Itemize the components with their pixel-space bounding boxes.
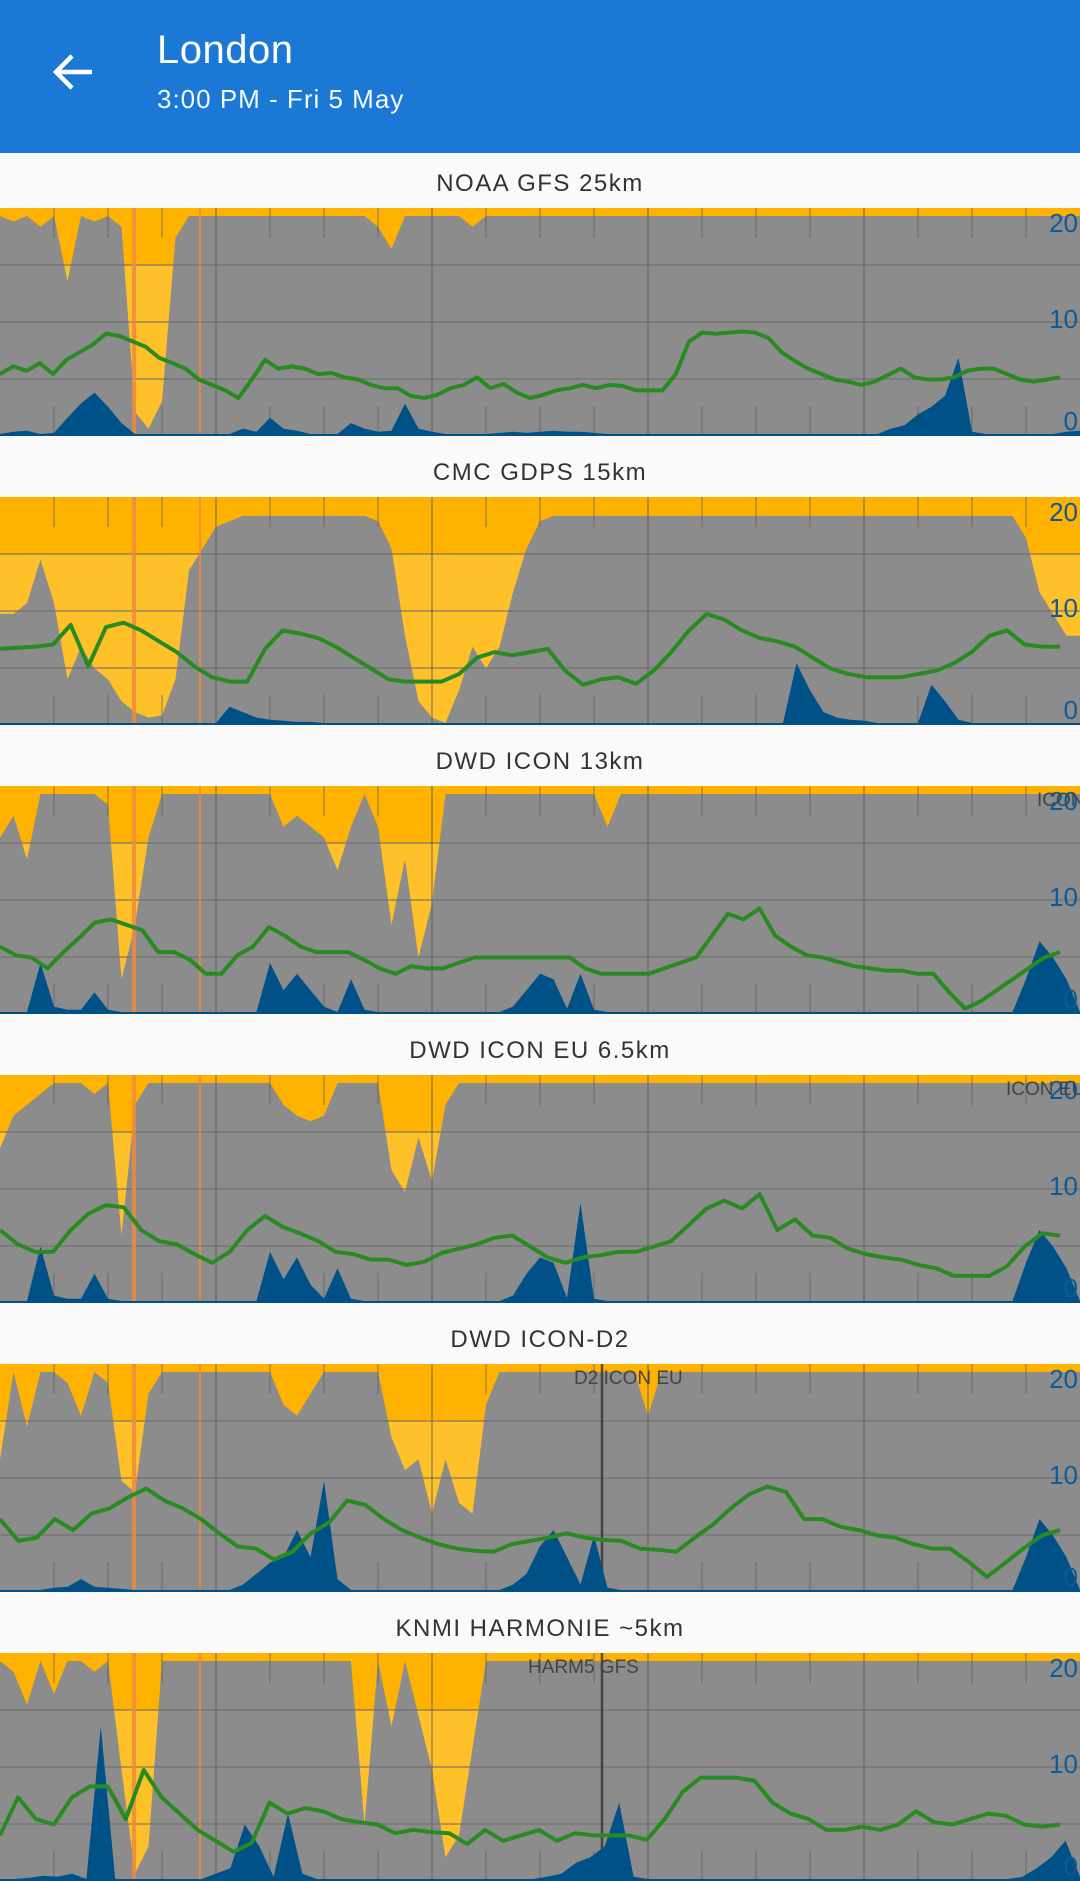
chart-canvas xyxy=(0,497,1080,725)
chart-canvas xyxy=(0,1075,1080,1303)
y-axis-label-0: 0 xyxy=(1063,1851,1078,1881)
model-title: DWD ICON EU 6.5km xyxy=(0,1020,1080,1075)
temperature-line xyxy=(0,329,1061,400)
forecast-chart[interactable]: 20 10 0 ICON EU xyxy=(0,1075,1080,1303)
y-axis-label-20: 20 xyxy=(1049,1364,1078,1394)
model-title: KNMI HARMONIE ~5km xyxy=(0,1598,1080,1653)
forecast-chart[interactable]: 20 10 0 D2 ICON EU xyxy=(0,1364,1080,1592)
cloud-area xyxy=(0,794,1080,1014)
temperature-line xyxy=(0,906,1061,1011)
cloud-area xyxy=(0,515,1080,725)
cloud-area xyxy=(0,1372,1080,1592)
model-section: DWD ICON-D2 20 10 0 D2 ICON EU xyxy=(0,1309,1080,1592)
y-axis-label-20: 20 xyxy=(1049,786,1078,816)
y-axis-label-10: 10 xyxy=(1049,593,1078,623)
rain-area xyxy=(0,663,1080,725)
model-title: DWD ICON 13km xyxy=(0,731,1080,786)
temperature-line xyxy=(0,1768,1061,1854)
chart-canvas xyxy=(0,208,1080,436)
forecast-chart[interactable]: 20 10 0 xyxy=(0,208,1080,436)
y-axis-label-0: 0 xyxy=(1063,695,1078,725)
y-axis-label-20: 20 xyxy=(1049,1075,1078,1105)
forecast-chart[interactable]: 20 10 0 ICON xyxy=(0,786,1080,1014)
model-title: CMC GDPS 15km xyxy=(0,442,1080,497)
rain-area xyxy=(0,1726,1080,1881)
temperature-line xyxy=(0,1192,1061,1278)
model-title: DWD ICON-D2 xyxy=(0,1309,1080,1364)
cloud-area xyxy=(0,216,1080,436)
forecast-time: 3:00 PM - Fri 5 May xyxy=(157,84,405,114)
y-axis-label-0: 0 xyxy=(1063,1562,1078,1592)
chart-canvas xyxy=(0,1364,1080,1592)
y-axis-label-0: 0 xyxy=(1063,1273,1078,1303)
rain-area xyxy=(0,357,1080,436)
y-axis-label-20: 20 xyxy=(1049,1653,1078,1683)
back-button[interactable] xyxy=(40,40,104,104)
y-axis-label-0: 0 xyxy=(1063,984,1078,1014)
chart-canvas xyxy=(0,786,1080,1014)
y-axis-label-10: 10 xyxy=(1049,1460,1078,1490)
forecast-chart[interactable]: 20 10 0 xyxy=(0,497,1080,725)
cloud-area xyxy=(0,1083,1080,1303)
model-title: NOAA GFS 25km xyxy=(0,153,1080,208)
y-axis-label-0: 0 xyxy=(1063,406,1078,436)
rain-area xyxy=(0,941,1080,1014)
y-axis-label-10: 10 xyxy=(1049,1171,1078,1201)
model-section: NOAA GFS 25km 20 10 0 xyxy=(0,153,1080,436)
temperature-line xyxy=(0,612,1060,687)
chart-canvas xyxy=(0,1653,1080,1881)
y-axis-label-10: 10 xyxy=(1049,304,1078,334)
arrow-left-icon xyxy=(52,54,92,90)
model-section: DWD ICON 13km 20 10 0 ICON xyxy=(0,731,1080,1014)
model-section: KNMI HARMONIE ~5km 20 10 0 HARM5 GFS xyxy=(0,1598,1080,1881)
cloud-area xyxy=(0,1661,1080,1881)
y-axis-label-10: 10 xyxy=(1049,882,1078,912)
rain-area xyxy=(0,1481,1080,1592)
model-section: DWD ICON EU 6.5km 20 10 0 ICON EU xyxy=(0,1020,1080,1303)
y-axis-label-20: 20 xyxy=(1049,208,1078,238)
y-axis-label-20: 20 xyxy=(1049,497,1078,527)
location-title: London xyxy=(157,28,294,72)
model-overlay-label: HARM5 GFS xyxy=(528,1657,639,1678)
forecast-chart[interactable]: 20 10 0 HARM5 GFS xyxy=(0,1653,1080,1881)
temperature-line xyxy=(0,1484,1061,1579)
rain-area xyxy=(0,1202,1080,1303)
model-overlay-label: ICON EU xyxy=(1006,1079,1080,1100)
model-section: CMC GDPS 15km 20 10 0 xyxy=(0,442,1080,725)
model-overlay-label: D2 ICON EU xyxy=(574,1368,683,1389)
y-axis-label-10: 10 xyxy=(1049,1749,1078,1779)
app-bar: London 3:00 PM - Fri 5 May xyxy=(0,0,1080,153)
model-overlay-label: ICON xyxy=(1037,790,1080,811)
